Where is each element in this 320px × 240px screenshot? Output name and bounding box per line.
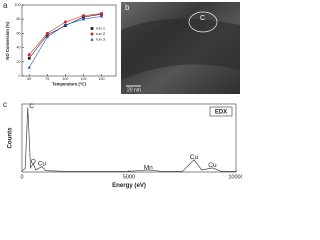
- marker: [45, 35, 49, 39]
- marker: [63, 20, 67, 24]
- y-axis-label: NO Conversion (%): [5, 21, 10, 60]
- legend-label: run 3: [96, 37, 106, 42]
- marker: [27, 53, 31, 57]
- y-tick-label: 60: [17, 31, 21, 35]
- spectrum-line: [21, 107, 236, 172]
- x-tick-label: 0: [20, 174, 23, 180]
- peak-label: O: [31, 159, 36, 166]
- marker: [99, 14, 104, 18]
- marker: [63, 23, 67, 27]
- x-axis-label: Temperature (°C): [52, 82, 86, 87]
- peak-label: Cu: [208, 162, 217, 169]
- y-tick-label: 100: [15, 3, 21, 7]
- marker: [45, 31, 49, 35]
- plot-frame: [21, 4, 117, 77]
- tem-texture: [121, 18, 240, 81]
- inset-label: EDX: [215, 109, 227, 115]
- tem-panel: b C 20 nm: [121, 2, 240, 94]
- panel-label: a: [3, 1, 8, 10]
- panel-label: c: [3, 100, 7, 109]
- legend-label: run 1: [96, 26, 106, 31]
- peak-label: Cu: [190, 154, 199, 161]
- scale-label: 20 nm: [127, 87, 141, 93]
- x-tick-label: 100: [62, 77, 68, 81]
- x-axis-label: Energy (eV): [112, 182, 146, 189]
- tem-annotation: C: [200, 15, 205, 22]
- y-tick-label: 20: [17, 60, 21, 64]
- x-tick-label: 75: [45, 77, 49, 81]
- x-tick-label: 5000: [123, 174, 135, 180]
- legend-marker: [90, 37, 94, 41]
- highlight-circle: [188, 11, 218, 33]
- inset-box: [209, 106, 233, 117]
- x-tick-label: 125: [80, 77, 86, 81]
- plot-frame: [21, 103, 237, 173]
- x-tick-label: 10000: [228, 174, 242, 180]
- marker: [100, 12, 104, 16]
- y-tick-label: 80: [17, 17, 21, 21]
- marker: [27, 56, 31, 60]
- panel-label: b: [125, 3, 130, 12]
- legend-marker: [90, 27, 94, 30]
- marker: [27, 65, 31, 69]
- legend-marker: [90, 32, 94, 36]
- y-axis-label: Counts: [7, 127, 14, 149]
- y-tick-label: 40: [17, 46, 21, 50]
- figure: b C 20 nm a Temperature (°C) NO Conversion…: [3, 1, 242, 189]
- marker: [81, 14, 85, 18]
- x-tick-label: 150: [99, 77, 105, 81]
- peak-label: C: [29, 103, 34, 110]
- marker: [81, 17, 86, 21]
- legend-label: run 2: [96, 31, 106, 36]
- y-tick-label: 0: [19, 74, 21, 78]
- peak-label: Cu: [38, 161, 47, 168]
- peak-label: Mn: [144, 165, 153, 172]
- x-tick-label: 50: [27, 77, 31, 81]
